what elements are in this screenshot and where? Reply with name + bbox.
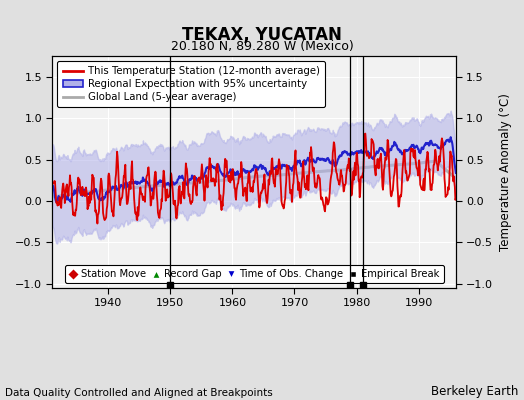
Y-axis label: Temperature Anomaly (°C): Temperature Anomaly (°C) — [499, 93, 512, 251]
Legend: Station Move, Record Gap, Time of Obs. Change, Empirical Break: Station Move, Record Gap, Time of Obs. C… — [64, 265, 444, 283]
Text: 20.180 N, 89.280 W (Mexico): 20.180 N, 89.280 W (Mexico) — [171, 40, 353, 53]
Text: TEKAX, YUCATAN: TEKAX, YUCATAN — [182, 26, 342, 44]
Text: Berkeley Earth: Berkeley Earth — [431, 385, 519, 398]
Text: Data Quality Controlled and Aligned at Breakpoints: Data Quality Controlled and Aligned at B… — [5, 388, 273, 398]
